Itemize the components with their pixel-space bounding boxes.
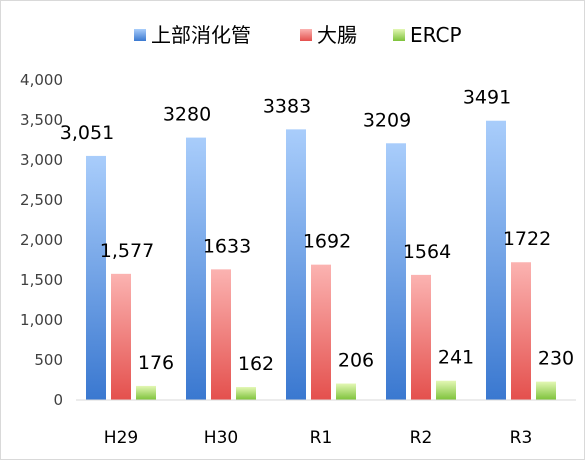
bar	[286, 129, 306, 401]
data-label: 3491	[463, 87, 511, 109]
y-tick-label: 0	[53, 391, 63, 409]
y-tick-label: 500	[34, 351, 63, 369]
y-tick-label: 2,000	[20, 231, 63, 249]
x-tick-label: H30	[204, 428, 238, 448]
data-label: 241	[438, 347, 474, 369]
y-tick-label: 1,500	[20, 271, 63, 289]
data-label: 1692	[303, 231, 351, 253]
bar	[86, 155, 106, 400]
x-tick-label: R1	[310, 428, 333, 448]
plot-area: 3,051 1,577 176 3280 1633 162 3383 1692 206 3209 1…	[60, 87, 574, 401]
bar	[386, 143, 406, 400]
bar	[336, 383, 356, 400]
data-label: 206	[338, 350, 374, 372]
y-tick-label: 3,000	[20, 151, 63, 169]
bar	[186, 137, 206, 400]
y-tick-label: 1,000	[20, 311, 63, 329]
bar	[236, 387, 256, 400]
bar	[486, 120, 506, 400]
data-label: 230	[538, 348, 574, 370]
legend: 上部消化管 大腸 ERCP	[134, 23, 462, 47]
data-label: 176	[138, 352, 174, 374]
bar	[436, 380, 456, 400]
x-tick-label: R3	[510, 428, 533, 448]
y-tick-label: 3,500	[20, 111, 63, 129]
data-label: 3280	[163, 104, 211, 126]
data-label: 1,577	[100, 240, 154, 262]
data-label: 3,051	[60, 122, 114, 144]
data-label: 162	[238, 353, 274, 375]
legend-swatch	[134, 29, 146, 41]
legend-swatch	[393, 29, 405, 41]
legend-label: 上部消化管	[151, 23, 251, 47]
data-label: 3209	[363, 109, 411, 131]
x-axis: H29 H30 R1 R2 R3	[76, 399, 576, 448]
bar	[111, 273, 131, 400]
data-label: 1722	[503, 228, 551, 250]
legend-swatch	[300, 29, 312, 41]
bar	[311, 264, 331, 400]
x-tick-label: R2	[410, 428, 433, 448]
y-tick-label: 4,000	[20, 71, 63, 89]
bar	[536, 381, 556, 400]
legend-label: 大腸	[317, 23, 357, 47]
data-label: 1633	[203, 235, 251, 257]
bar	[136, 385, 156, 400]
y-axis: 0 500 1,000 1,500 2,000 2,500 3,000 3,500 4,000	[20, 71, 63, 409]
data-label: 1564	[403, 241, 451, 263]
x-tick-label: H29	[104, 428, 138, 448]
data-label: 3383	[263, 95, 311, 117]
bar	[511, 262, 531, 400]
legend-label: ERCP	[410, 23, 462, 47]
bar	[411, 274, 431, 400]
bar	[211, 269, 231, 400]
y-tick-label: 2,500	[20, 191, 63, 209]
